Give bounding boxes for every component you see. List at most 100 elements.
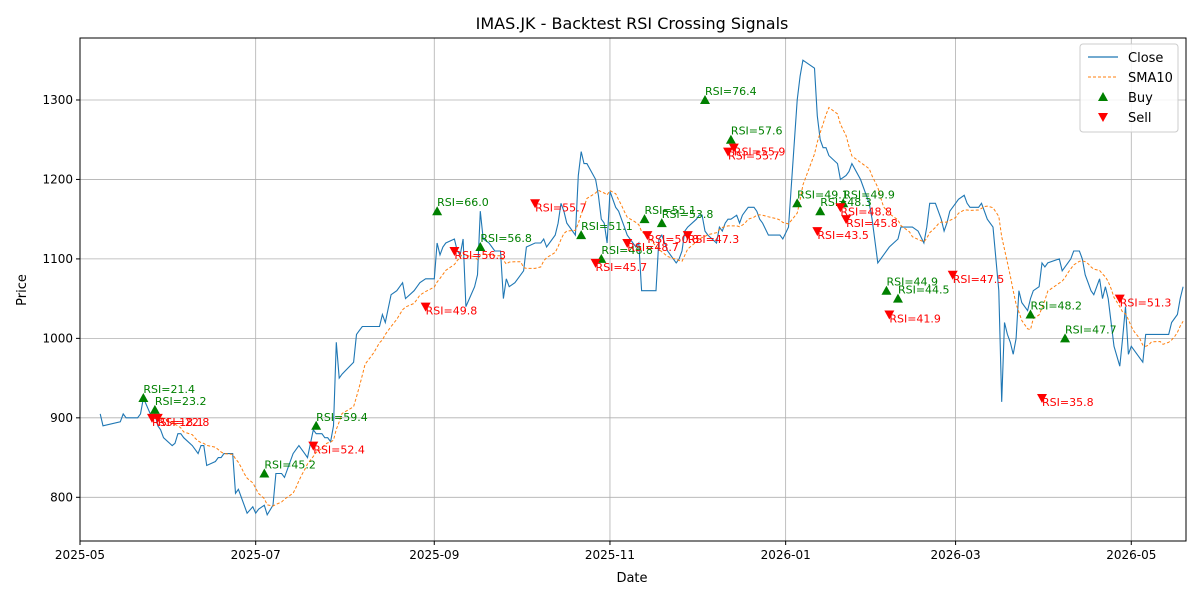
buy-marker: [792, 198, 803, 208]
x-tick-label: 2025-11: [585, 548, 635, 562]
sell-rsi-label: RSI=52.4: [313, 444, 365, 457]
x-axis: 2025-05 2025-07 2025-09 2025-11 2026-01 2026-…: [55, 541, 1156, 562]
x-tick-label: 2026-01: [761, 548, 811, 562]
buy-rsi-label: RSI=53.8: [662, 208, 714, 221]
buy-rsi-label: RSI=51.1: [581, 220, 633, 233]
sell-marker: [1114, 294, 1125, 304]
sell-marker: [420, 302, 431, 312]
sell-marker: [308, 441, 319, 451]
y-tick-label: 1000: [42, 331, 73, 345]
sell-rsi-label: RSI=55.7: [535, 201, 587, 214]
sell-rsi-label: RSI=55.7: [728, 150, 780, 163]
sell-rsi-label: RSI=43.5: [817, 229, 869, 242]
buy-marker: [639, 214, 650, 224]
sell-marker: [530, 199, 541, 209]
legend-label: Close: [1128, 51, 1163, 66]
buy-marker: [311, 420, 322, 430]
buy-marker: [576, 230, 587, 240]
legend-buy-swatch: [1098, 92, 1108, 101]
buy-marker: [432, 206, 443, 216]
sell-rsi-label: RSI=47.3: [688, 233, 740, 246]
buy-marker: [475, 241, 486, 251]
x-axis-label: Date: [616, 571, 647, 586]
sell-rsi-label: RSI=48.7: [627, 241, 679, 254]
buy-rsi-label: RSI=56.8: [480, 232, 532, 245]
close-line: [99, 59, 1184, 517]
sma10-line: [152, 106, 1184, 507]
sell-marker: [152, 413, 163, 423]
sell-rsi-label: RSI=49.8: [426, 305, 478, 318]
x-tick-label: 2025-09: [409, 548, 459, 562]
x-tick-label: 2025-05: [55, 548, 105, 562]
series-layer: [99, 59, 1184, 517]
legend-label: Sell: [1128, 111, 1151, 126]
chart-title: IMAS.JK - Backtest RSI Crossing Signals: [476, 14, 789, 33]
buy-rsi-label: RSI=45.2: [264, 458, 316, 471]
y-axis: 800 900 1000 1100 1200 1300: [42, 93, 80, 504]
buy-marker: [149, 404, 160, 414]
buy-rsi-label: RSI=49.9: [843, 188, 895, 201]
buy-marker: [1060, 333, 1071, 343]
legend-box: [1079, 43, 1179, 133]
buy-rsi-label: RSI=46.8: [601, 244, 653, 257]
buy-rsi-label: RSI=76.4: [705, 85, 757, 98]
sell-marker: [723, 147, 734, 157]
y-tick-label: 1200: [42, 172, 73, 186]
buy-marker: [700, 94, 711, 104]
sell-marker: [728, 143, 739, 153]
sell-rsi-label: RSI=56.3: [454, 249, 506, 262]
sell-marker: [682, 231, 693, 241]
buy-rsi-label: RSI=55.1: [645, 204, 697, 217]
legend-label: SMA10: [1128, 71, 1173, 86]
buy-marker: [725, 134, 736, 144]
x-tick-label: 2026-03: [931, 548, 981, 562]
sell-marker: [642, 231, 653, 241]
buy-rsi-label: RSI=49.1: [797, 188, 849, 201]
buy-marker: [1025, 309, 1036, 319]
buy-marker: [656, 218, 667, 228]
buy-rsi-label: RSI=44.5: [898, 284, 950, 297]
sell-marker: [590, 258, 601, 268]
sell-marker: [884, 310, 895, 320]
sell-rsi-label: RSI=18.1: [152, 416, 204, 429]
buy-rsi-label: RSI=23.2: [155, 395, 207, 408]
buy-marker: [881, 285, 892, 295]
buy-rsi-label: RSI=48.2: [1030, 300, 1082, 313]
buy-marker: [815, 206, 826, 216]
buy-rsi-label: RSI=44.9: [886, 276, 938, 289]
sell-marker: [449, 246, 460, 256]
sell-rsi-label: RSI=45.8: [846, 217, 898, 230]
grid: [79, 38, 1186, 541]
buy-marker: [892, 293, 903, 303]
sell-rsi-label: RSI=55.9: [734, 146, 786, 159]
sell-rsi-label: RSI=48.8: [840, 205, 892, 218]
buy-rsi-label: RSI=59.4: [316, 411, 368, 424]
sell-marker: [1036, 393, 1047, 403]
y-tick-label: 1300: [42, 93, 73, 107]
sell-rsi-label: RSI=35.8: [1042, 396, 1094, 409]
sell-rsi-label: RSI=22.8: [158, 416, 210, 429]
sell-marker: [622, 239, 633, 249]
y-tick-label: 900: [50, 411, 73, 425]
buy-marker: [138, 392, 149, 402]
buy-rsi-label: RSI=57.6: [731, 125, 783, 138]
sell-marker: [835, 203, 846, 213]
sell-rsi-label: RSI=47.5: [953, 273, 1005, 286]
buy-marker: [259, 468, 270, 478]
sell-marker: [841, 215, 852, 225]
y-tick-label: 800: [50, 490, 73, 504]
x-tick-label: 2025-07: [231, 548, 281, 562]
x-tick-label: 2026-05: [1106, 548, 1156, 562]
buy-rsi-label: RSI=48.3: [820, 196, 872, 209]
sell-rsi-label: RSI=51.3: [1120, 297, 1172, 310]
legend: Close SMA10 Buy Sell: [1079, 43, 1179, 133]
y-tick-label: 1100: [42, 252, 73, 266]
y-axis-label: Price: [15, 274, 30, 306]
buy-rsi-label: RSI=21.4: [143, 383, 195, 396]
sell-marker: [812, 227, 823, 237]
buy-rsi-label: RSI=66.0: [437, 196, 489, 209]
legend-sell-swatch: [1098, 113, 1108, 122]
